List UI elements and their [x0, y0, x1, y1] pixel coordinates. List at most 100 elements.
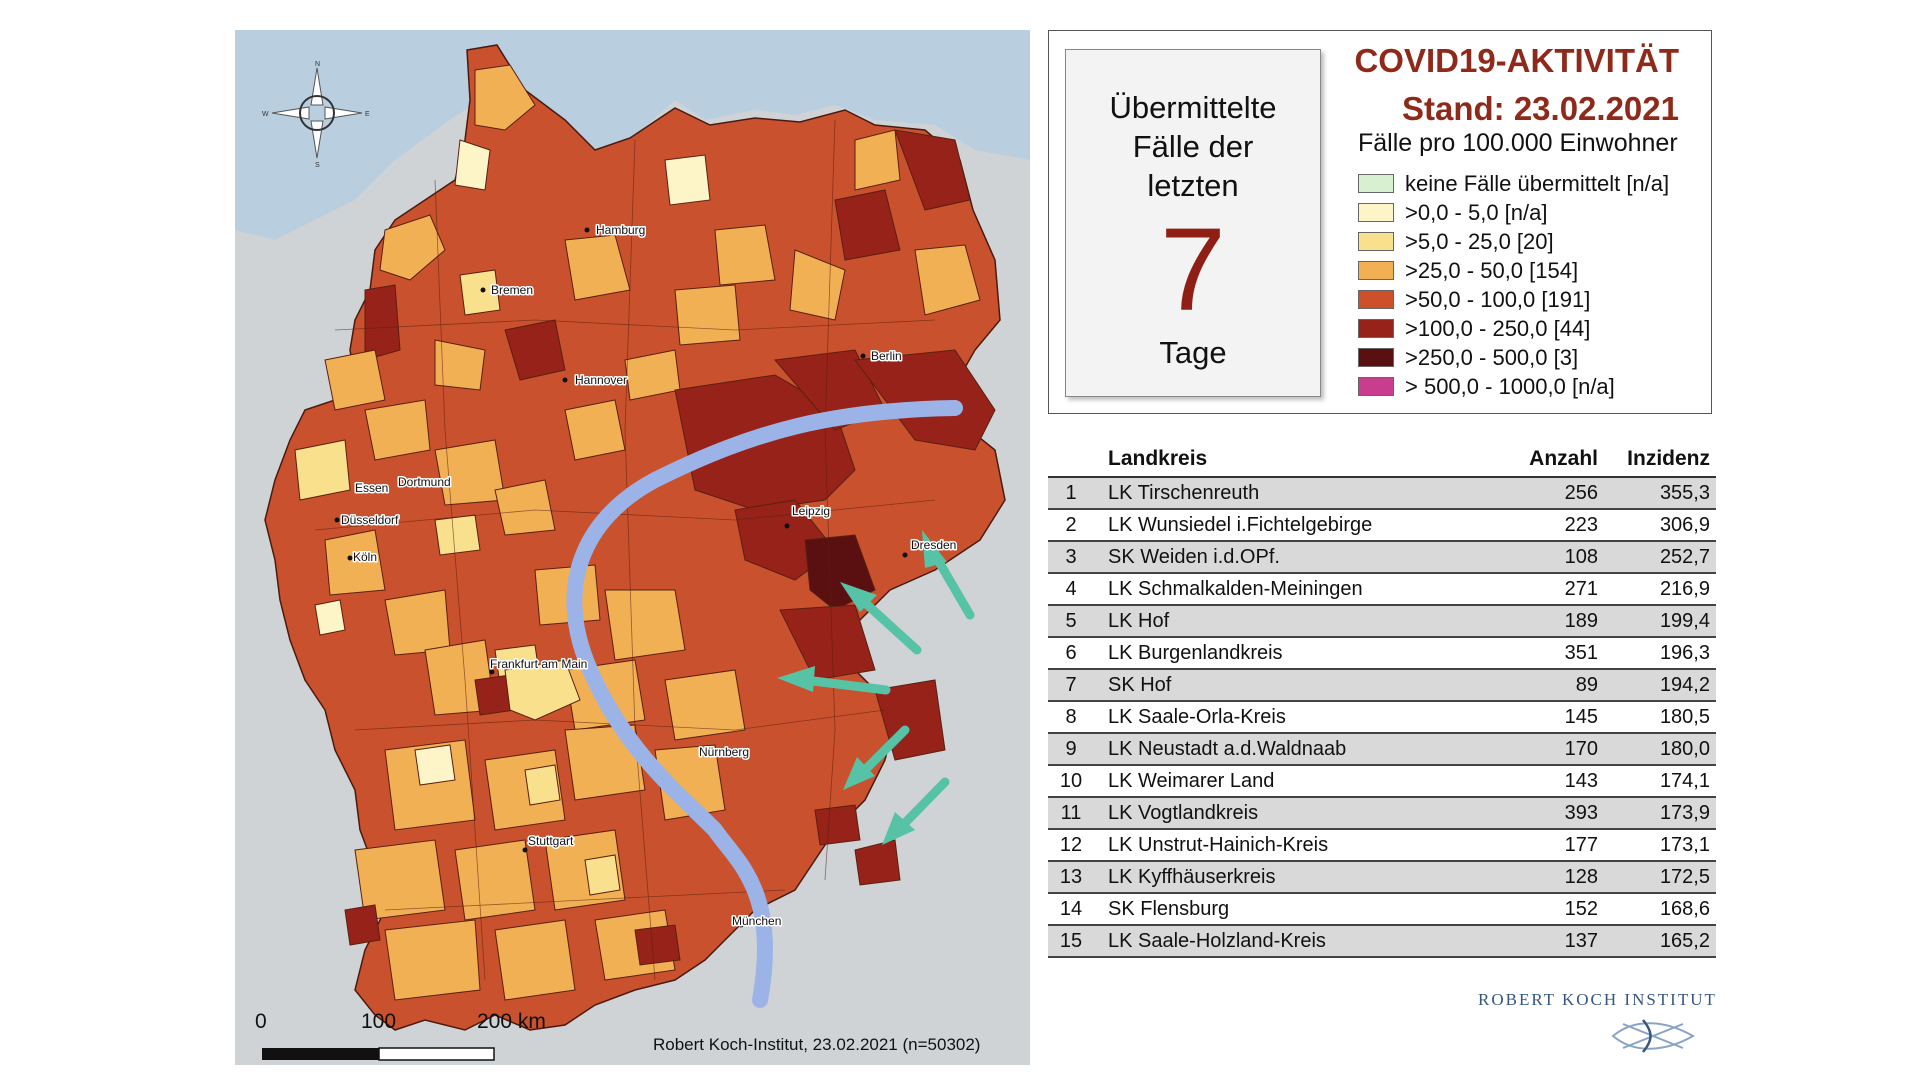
arrow-2 — [840, 582, 922, 655]
table-row: 5 LK Hof 189 199,4 — [1048, 605, 1716, 638]
city-label: München — [732, 914, 781, 928]
map-credit: Robert Koch-Institut, 23.02.2021 (n=5030… — [653, 1035, 980, 1054]
anzahl-cell: 145 — [1458, 701, 1616, 734]
table-body: 1 LK Tirschenreuth 256 355,3 2 LK Wunsiedel i… — [1048, 477, 1716, 958]
inzidenz-cell: 180,5 — [1616, 701, 1716, 734]
legend-item: >0,0 - 5,0 [n/a] — [1358, 198, 1669, 227]
legend-label: >0,0 - 5,0 [n/a] — [1405, 199, 1548, 225]
landkreis-cell: LK Hof — [1094, 605, 1458, 638]
inzidenz-cell: 174,1 — [1616, 765, 1716, 798]
legend-title-line2: Stand: 23.02.2021 — [1402, 90, 1679, 127]
anzahl-cell: 89 — [1458, 669, 1616, 702]
anzahl-cell: 177 — [1458, 829, 1616, 862]
scale-label: 0 — [255, 1010, 267, 1033]
rki-logo-text: ROBERT KOCH INSTITUT — [1478, 990, 1717, 1009]
landkreis-cell: LK Tirschenreuth — [1094, 477, 1458, 510]
rank-cell: 2 — [1048, 509, 1094, 542]
inzidenz-cell: 173,9 — [1616, 797, 1716, 830]
city-labels: Hamburg Bremen Berlin Hannover Essen Dor… — [334, 222, 958, 930]
inzidenz-cell: 355,3 — [1616, 477, 1716, 510]
legend-label: >250,0 - 500,0 [3] — [1405, 344, 1579, 370]
rank-cell: 9 — [1048, 733, 1094, 766]
table-row: 4 LK Schmalkalden-Meiningen 271 216,9 — [1048, 573, 1716, 606]
legend-label: >100,0 - 250,0 [44] — [1405, 315, 1591, 341]
rank-cell: 13 — [1048, 861, 1094, 894]
movement-arrows — [777, 530, 975, 845]
table-row: 8 LK Saale-Orla-Kreis 145 180,5 — [1048, 701, 1716, 734]
landkreis-cell: SK Hof — [1094, 669, 1458, 702]
anzahl-cell: 393 — [1458, 797, 1616, 830]
city-label: Stuttgart — [528, 834, 574, 848]
anzahl-cell: 143 — [1458, 765, 1616, 798]
legend-title-line1: COVID19-AKTIVITÄT — [1354, 42, 1679, 79]
rank-cell: 11 — [1048, 797, 1094, 830]
ranking-table: Landkreis Anzahl Inzidenz 1 LK Tirschenre… — [1048, 442, 1716, 958]
legend-label: keine Fälle übermittelt [n/a] — [1405, 170, 1670, 196]
inzidenz-cell: 172,5 — [1616, 861, 1716, 894]
sea-area — [235, 30, 1030, 240]
legend-label: > 500,0 - 1000,0 [n/a] — [1405, 373, 1615, 399]
legend-panel: Übermittelte Fälle der letzten 7 Tage CO… — [1048, 30, 1712, 414]
days-card: Übermittelte Fälle der letzten 7 Tage — [1065, 49, 1321, 397]
arrow-3 — [777, 666, 891, 695]
anzahl-cell: 108 — [1458, 541, 1616, 574]
landkreis-cell: SK Flensburg — [1094, 893, 1458, 926]
compass-letter: W — [262, 111, 269, 118]
city-label: Dresden — [911, 538, 956, 552]
legend-label: >5,0 - 25,0 [20] — [1405, 228, 1554, 254]
rank-cell: 1 — [1048, 477, 1094, 510]
rank-cell: 3 — [1048, 541, 1094, 574]
arrow-1 — [922, 530, 975, 620]
legend-swatch — [1358, 261, 1394, 280]
city-label: Hannover — [575, 373, 627, 387]
compass-letter: N — [315, 61, 320, 68]
inzidenz-cell: 306,9 — [1616, 509, 1716, 542]
city-label: Düsseldorf — [341, 513, 399, 527]
rki-emblem-icon — [1611, 1019, 1696, 1053]
rank-cell: 12 — [1048, 829, 1094, 862]
legend-swatch — [1358, 232, 1394, 251]
legend-swatch — [1358, 290, 1394, 309]
rank-cell: 5 — [1048, 605, 1094, 638]
days-caption: Übermittelte Fälle der letzten — [1109, 90, 1277, 203]
rank-cell: 6 — [1048, 637, 1094, 670]
legend-subtitle: Fälle pro 100.000 Einwohner — [1358, 129, 1678, 157]
scale-label: 100 — [361, 1010, 396, 1033]
scale-bar: 0 100 200 km — [255, 1010, 546, 1061]
landkreis-cell: LK Kyffhäuserkreis — [1094, 861, 1458, 894]
rank-cell: 8 — [1048, 701, 1094, 734]
legend-swatch — [1358, 174, 1394, 193]
header-anzahl: Anzahl — [1458, 442, 1616, 478]
inzidenz-cell: 165,2 — [1616, 925, 1716, 958]
inzidenz-cell: 173,1 — [1616, 829, 1716, 862]
table-row: 14 SK Flensburg 152 168,6 — [1048, 893, 1716, 926]
table-row: 10 LK Weimarer Land 143 174,1 — [1048, 765, 1716, 798]
inzidenz-cell: 194,2 — [1616, 669, 1716, 702]
legend-item: >250,0 - 500,0 [3] — [1358, 343, 1669, 372]
rank-cell: 15 — [1048, 925, 1094, 958]
anzahl-cell: 128 — [1458, 861, 1616, 894]
anzahl-cell: 152 — [1458, 893, 1616, 926]
rank-cell: 4 — [1048, 573, 1094, 606]
header-rank — [1048, 442, 1094, 478]
city-label: Leipzig — [792, 504, 830, 518]
compass-rose-icon: N S W E — [262, 61, 370, 169]
landkreis-cell: LK Unstrut-Hainich-Kreis — [1094, 829, 1458, 862]
rki-logo: ROBERT KOCH INSTITUT — [1478, 990, 1728, 1060]
legend-item: keine Fälle übermittelt [n/a] — [1358, 169, 1669, 198]
header-landkreis: Landkreis — [1094, 442, 1458, 478]
table-row: 9 LK Neustadt a.d.Waldnaab 170 180,0 — [1048, 733, 1716, 766]
compass-letter: E — [365, 111, 370, 118]
days-number: 7 — [1160, 204, 1226, 336]
city-label: Frankfurt am Main — [490, 657, 587, 671]
legend-label: >25,0 - 50,0 [154] — [1405, 257, 1579, 283]
legend-item: >5,0 - 25,0 [20] — [1358, 227, 1669, 256]
anzahl-cell: 189 — [1458, 605, 1616, 638]
city-label: Essen — [355, 481, 388, 495]
landkreis-cell: LK Wunsiedel i.Fichtelgebirge — [1094, 509, 1458, 542]
anzahl-cell: 137 — [1458, 925, 1616, 958]
city-label: Dortmund — [398, 475, 451, 489]
map-svg: Hamburg Bremen Berlin Hannover Essen Dor… — [235, 30, 1030, 1061]
rank-cell: 14 — [1048, 893, 1094, 926]
landkreis-cell: LK Saale-Holzland-Kreis — [1094, 925, 1458, 958]
